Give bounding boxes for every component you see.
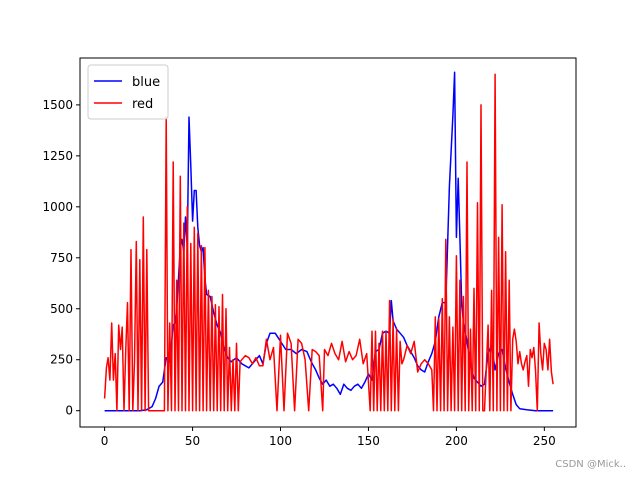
y-tick-label: 500 <box>50 302 73 316</box>
x-tick-label: 100 <box>269 434 292 448</box>
legend-label-blue: blue <box>132 75 160 90</box>
x-axis: 0 50 100 150 200 250 <box>101 427 556 448</box>
x-tick-label: 250 <box>533 434 556 448</box>
y-tick-label: 1250 <box>42 149 73 163</box>
y-tick-label: 1000 <box>42 200 73 214</box>
y-tick-label: 750 <box>50 251 73 265</box>
plot-frame <box>79 57 577 428</box>
y-tick-label: 0 <box>65 404 73 418</box>
x-tick-label: 50 <box>185 434 200 448</box>
y-axis: 0 250 500 750 1000 1250 1500 <box>42 98 80 418</box>
x-tick-label: 0 <box>101 434 109 448</box>
x-tick-label: 200 <box>445 434 468 448</box>
legend-label-red: red <box>132 97 153 112</box>
legend: blue red <box>87 64 169 120</box>
x-tick-label: 150 <box>357 434 380 448</box>
watermark-text: CSDN @Mick.. <box>555 459 626 470</box>
y-tick-label: 250 <box>50 353 73 367</box>
legend-box <box>87 64 169 120</box>
y-tick-label: 1500 <box>42 98 73 112</box>
